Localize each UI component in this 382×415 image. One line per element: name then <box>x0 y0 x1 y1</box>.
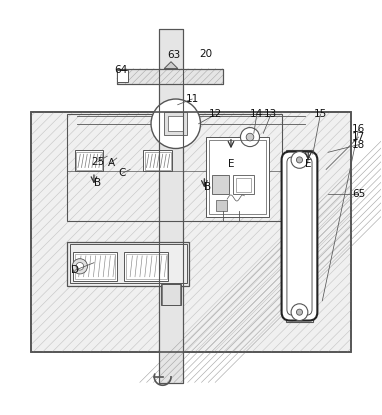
Bar <box>236 178 251 191</box>
Bar <box>75 150 104 171</box>
Bar <box>67 242 189 286</box>
Text: B: B <box>94 178 101 188</box>
Bar <box>209 140 266 214</box>
Text: 12: 12 <box>209 109 222 119</box>
Circle shape <box>241 127 259 146</box>
Circle shape <box>151 99 201 149</box>
Circle shape <box>296 309 303 315</box>
Text: 64: 64 <box>114 65 127 75</box>
Bar <box>31 112 351 352</box>
Bar <box>159 29 183 383</box>
Circle shape <box>246 133 254 141</box>
Circle shape <box>72 259 87 274</box>
Text: 16: 16 <box>352 124 365 134</box>
Bar <box>168 116 183 132</box>
Text: 18: 18 <box>352 140 365 150</box>
Text: C: C <box>119 168 126 178</box>
Bar <box>164 112 187 135</box>
Polygon shape <box>164 62 178 68</box>
Bar <box>143 150 172 171</box>
Text: D: D <box>71 265 79 275</box>
Text: B: B <box>204 182 211 192</box>
Text: 65: 65 <box>352 189 365 199</box>
Bar <box>160 283 181 305</box>
Bar <box>73 252 117 281</box>
Text: E: E <box>305 159 311 169</box>
Circle shape <box>296 157 303 163</box>
Text: 15: 15 <box>314 109 327 119</box>
Text: E: E <box>228 159 234 169</box>
Bar <box>159 29 183 383</box>
Bar <box>212 175 229 194</box>
Circle shape <box>76 263 84 270</box>
Bar <box>125 252 168 281</box>
Circle shape <box>291 151 308 168</box>
Bar <box>117 68 223 84</box>
Bar <box>67 114 282 221</box>
Bar <box>144 151 171 170</box>
Bar <box>286 150 313 322</box>
Text: 14: 14 <box>250 109 264 119</box>
Text: 17: 17 <box>352 132 365 142</box>
Bar <box>206 137 269 217</box>
Bar <box>117 68 223 84</box>
Bar <box>216 200 227 211</box>
Bar <box>233 175 254 194</box>
Bar <box>126 254 167 279</box>
Bar <box>74 254 115 279</box>
Bar <box>76 151 102 170</box>
Bar <box>117 71 128 82</box>
Text: 20: 20 <box>200 49 213 59</box>
FancyBboxPatch shape <box>282 151 317 320</box>
Circle shape <box>291 304 308 320</box>
Bar <box>70 244 187 283</box>
Bar <box>162 283 180 305</box>
Text: 25: 25 <box>91 157 104 167</box>
Text: 11: 11 <box>186 94 199 104</box>
Text: A: A <box>107 158 115 168</box>
Text: 13: 13 <box>264 109 278 119</box>
Bar <box>31 112 351 352</box>
Text: 63: 63 <box>167 50 181 60</box>
